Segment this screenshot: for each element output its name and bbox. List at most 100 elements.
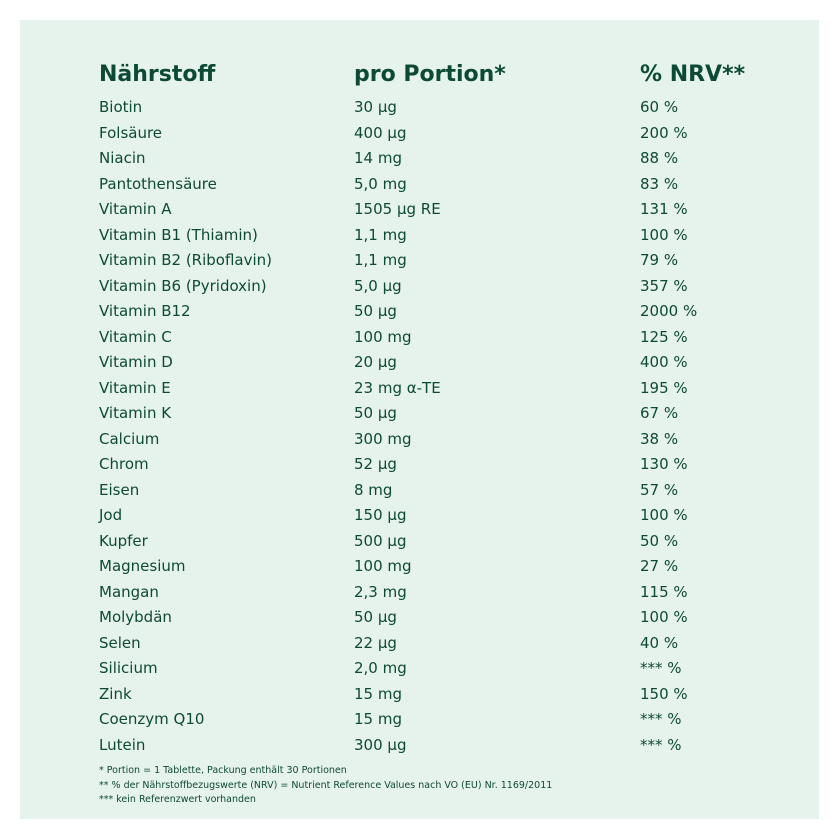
nutrient-name: Folsäure xyxy=(99,123,163,142)
table-row: Lutein 300 µg *** % xyxy=(20,733,819,759)
table-row: Vitamin B12 50 µg 2000 % xyxy=(20,299,819,325)
portion-amount: 20 µg xyxy=(354,353,397,371)
nutrient-name: Coenzym Q10 xyxy=(99,710,205,728)
table-row: Biotin 30 µg 60 % xyxy=(20,95,819,121)
header-nutrient: Nährstoff xyxy=(99,62,216,87)
portion-amount: 100 mg xyxy=(354,557,412,575)
nrv-percent: 357 % xyxy=(640,276,688,295)
portion-amount: 50 µg xyxy=(354,608,397,626)
table-row: Chrom 52 µg 130 % xyxy=(20,452,819,478)
nrv-percent: 100 % xyxy=(640,225,688,244)
nrv-percent: 200 % xyxy=(640,123,688,142)
table-row: Molybdän 50 µg 100 % xyxy=(20,605,819,631)
portion-amount: 5,0 µg xyxy=(354,276,402,295)
portion-amount: 300 µg xyxy=(354,735,407,754)
nutrient-name: Biotin xyxy=(99,98,143,116)
nrv-percent: 88 % xyxy=(640,149,679,167)
nutrient-name: Vitamin K xyxy=(99,404,172,422)
nutrient-name: Vitamin B6 (Pyridoxin) xyxy=(99,276,267,295)
nutrient-name: Mangan xyxy=(99,582,159,601)
portion-amount: 50 µg xyxy=(354,404,397,422)
footnote-no-reference: *** kein Referenzwert vorhanden xyxy=(99,794,256,805)
nrv-percent: 131 % xyxy=(640,200,688,218)
portion-amount: 300 mg xyxy=(354,429,412,448)
table-row: Vitamin K 50 µg 67 % xyxy=(20,401,819,427)
nutrient-name: Chrom xyxy=(99,455,149,473)
portion-amount: 15 mg xyxy=(354,684,402,703)
table-row: Vitamin B1 (Thiamin) 1,1 mg 100 % xyxy=(20,223,819,249)
table-row: Jod 150 µg 100 % xyxy=(20,503,819,529)
nutrient-name: Calcium xyxy=(99,429,160,448)
table-row: Vitamin C 100 mg 125 % xyxy=(20,325,819,351)
table-row: Vitamin B6 (Pyridoxin) 5,0 µg 357 % xyxy=(20,274,819,300)
portion-amount: 50 µg xyxy=(354,302,397,320)
nutrient-name: Vitamin B1 (Thiamin) xyxy=(99,225,258,244)
header-per-portion: pro Portion* xyxy=(354,62,506,87)
table-body: Biotin 30 µg 60 % Folsäure 400 µg 200 % Niacin… xyxy=(20,95,819,758)
portion-amount: 30 µg xyxy=(354,98,397,116)
portion-amount: 500 µg xyxy=(354,531,407,550)
nrv-percent: 130 % xyxy=(640,455,688,473)
nrv-percent: 400 % xyxy=(640,353,688,371)
nrv-percent: 50 % xyxy=(640,531,679,550)
nrv-percent: 79 % xyxy=(640,251,679,269)
nrv-percent: 67 % xyxy=(640,404,679,422)
nrv-percent: *** % xyxy=(640,735,682,754)
table-row: Coenzym Q10 15 mg *** % xyxy=(20,707,819,733)
nutrient-name: Vitamin D xyxy=(99,353,173,371)
footnote-nrv: ** % der Nährstoffbezugswerte (NRV) = Nu… xyxy=(99,779,553,791)
table-row: Vitamin A 1505 µg RE 131 % xyxy=(20,197,819,223)
nrv-percent: 195 % xyxy=(640,378,688,397)
table-row: Vitamin D 20 µg 400 % xyxy=(20,350,819,376)
table-row: Niacin 14 mg 88 % xyxy=(20,146,819,172)
table-row: Calcium 300 mg 38 % xyxy=(20,427,819,453)
nrv-percent: 125 % xyxy=(640,327,688,346)
portion-amount: 2,0 mg xyxy=(354,659,407,677)
nutrient-name: Pantothensäure xyxy=(99,174,217,193)
nutrient-name: Vitamin A xyxy=(99,200,172,218)
table-row: Vitamin B2 (Riboflavin) 1,1 mg 79 % xyxy=(20,248,819,274)
nrv-percent: 60 % xyxy=(640,98,679,116)
nutrition-table-panel: Nährstoff pro Portion* % NRV** Biotin 30 … xyxy=(20,20,819,819)
nrv-percent: 100 % xyxy=(640,506,688,524)
nrv-percent: 57 % xyxy=(640,480,679,499)
table-row: Kupfer 500 µg 50 % xyxy=(20,529,819,555)
nutrient-name: Kupfer xyxy=(99,531,148,550)
nutrient-name: Molybdän xyxy=(99,608,172,626)
nrv-percent: 150 % xyxy=(640,684,688,703)
table-row: Vitamin E 23 mg α-TE 195 % xyxy=(20,376,819,402)
nutrient-name: Niacin xyxy=(99,149,146,167)
portion-amount: 5,0 mg xyxy=(354,174,407,193)
table-row: Selen 22 µg 40 % xyxy=(20,631,819,657)
table-row: Zink 15 mg 150 % xyxy=(20,682,819,708)
portion-amount: 100 mg xyxy=(354,327,412,346)
portion-amount: 400 µg xyxy=(354,123,407,142)
nrv-percent: 38 % xyxy=(640,429,679,448)
portion-amount: 1,1 mg xyxy=(354,251,407,269)
portion-amount: 2,3 mg xyxy=(354,582,407,601)
table-row: Mangan 2,3 mg 115 % xyxy=(20,580,819,606)
table-row: Magnesium 100 mg 27 % xyxy=(20,554,819,580)
nutrient-name: Vitamin C xyxy=(99,327,172,346)
table-row: Folsäure 400 µg 200 % xyxy=(20,121,819,147)
portion-amount: 22 µg xyxy=(354,633,397,652)
nrv-percent: *** % xyxy=(640,710,682,728)
nrv-percent: 27 % xyxy=(640,557,679,575)
header-nrv: % NRV** xyxy=(640,62,746,87)
nutrient-name: Eisen xyxy=(99,480,140,499)
portion-amount: 1505 µg RE xyxy=(354,200,441,218)
table-row: Eisen 8 mg 57 % xyxy=(20,478,819,504)
nutrient-name: Vitamin B12 xyxy=(99,302,191,320)
portion-amount: 23 mg α-TE xyxy=(354,378,441,397)
table-header: Nährstoff pro Portion* % NRV** xyxy=(20,62,819,92)
portion-amount: 14 mg xyxy=(354,149,402,167)
footnotes: * Portion = 1 Tablette, Packung enthält … xyxy=(99,764,552,808)
nutrient-name: Zink xyxy=(99,684,132,703)
portion-amount: 1,1 mg xyxy=(354,225,407,244)
portion-amount: 15 mg xyxy=(354,710,402,728)
nrv-percent: 2000 % xyxy=(640,302,698,320)
portion-amount: 150 µg xyxy=(354,506,407,524)
footnote-portion: * Portion = 1 Tablette, Packung enthält … xyxy=(99,765,347,776)
nrv-percent: 40 % xyxy=(640,633,679,652)
nutrient-name: Vitamin E xyxy=(99,378,171,397)
